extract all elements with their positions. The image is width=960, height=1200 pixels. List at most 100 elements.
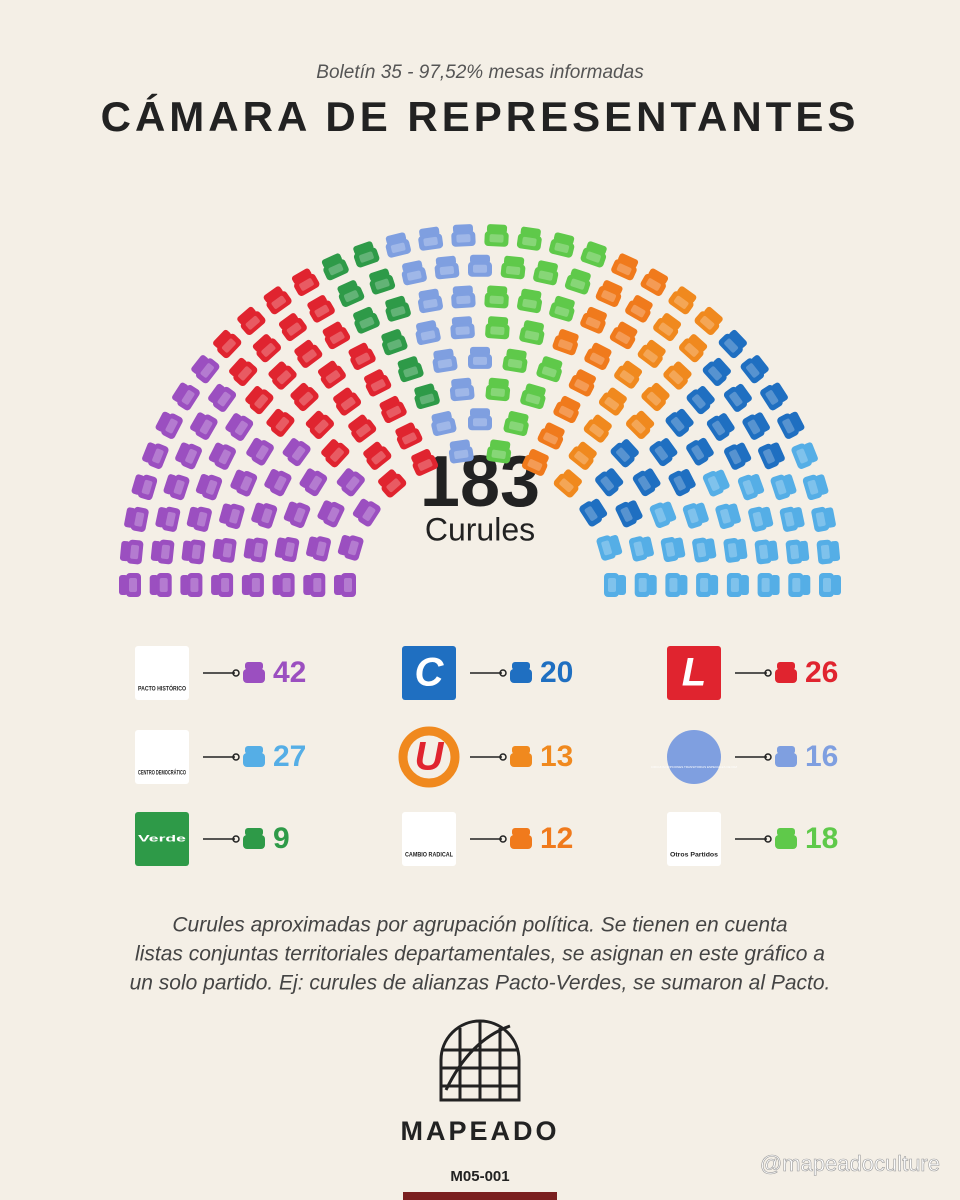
seat-cushion (199, 419, 213, 435)
connector-dot (499, 753, 507, 761)
seat-cushion (724, 338, 739, 353)
seat-cushion (423, 298, 438, 309)
seat-body (338, 286, 365, 307)
seat-back (660, 438, 678, 458)
seat-body (250, 537, 268, 563)
seat-cushion (604, 397, 619, 411)
chair-back (777, 746, 795, 754)
seat-body (187, 573, 203, 597)
seat-body (336, 392, 362, 416)
seat-cushion (284, 542, 295, 557)
party-logo: CIRCUNSCRIPCIONES TRANSITORIAS ESPECIALE… (651, 730, 737, 784)
seat-back (364, 369, 384, 385)
party-seats (521, 253, 669, 476)
seat-cushion (406, 270, 422, 281)
seat-cushion (775, 479, 787, 495)
seat (317, 360, 346, 389)
seat (290, 382, 319, 412)
seat-cushion (419, 393, 435, 405)
logo-bg (135, 812, 189, 866)
seat-body (195, 358, 220, 384)
seat-back (704, 306, 723, 325)
logo-bg (402, 646, 456, 700)
seat (468, 254, 492, 277)
legend-item: Otros Partidos 18 (667, 812, 838, 866)
legend-value: 9 (273, 822, 290, 855)
seat-cushion (700, 578, 709, 592)
seat-body (811, 506, 830, 532)
seat (553, 469, 582, 498)
seat-cushion (417, 459, 433, 471)
seat (649, 438, 678, 467)
seat-body (628, 536, 648, 562)
seat-cushion (538, 270, 554, 281)
seat (584, 342, 612, 370)
seat-body (758, 443, 779, 470)
seat-back (251, 502, 265, 523)
seat-cushion (696, 542, 707, 558)
seat (663, 361, 692, 390)
seat-body (415, 326, 441, 345)
seat (251, 502, 278, 529)
logo-text: Verde (138, 833, 186, 843)
seat (549, 295, 575, 322)
seat-cushion (282, 578, 291, 592)
seat-back (735, 383, 752, 404)
seat-body (549, 239, 575, 258)
seat-body (212, 386, 237, 412)
seat-body (726, 573, 742, 597)
total: 183 (420, 442, 540, 522)
seat-body (777, 413, 799, 439)
seat-cushion (815, 512, 826, 527)
seat (131, 474, 158, 501)
seat (625, 410, 655, 440)
seat-body (484, 292, 509, 309)
seat-body (723, 537, 741, 563)
seat-body (696, 573, 712, 597)
seat-body (665, 573, 681, 597)
seat (336, 468, 365, 497)
legend-value: 13 (540, 740, 573, 773)
seat (503, 411, 529, 437)
seat (791, 442, 818, 469)
seat-cushion (669, 578, 678, 592)
seat (665, 408, 694, 437)
seat-body (634, 573, 650, 597)
seat-body (418, 295, 443, 314)
seat (519, 320, 545, 345)
seat (816, 539, 841, 565)
seat-cushion (456, 295, 471, 305)
seat-body (269, 470, 292, 497)
seat-body (451, 231, 476, 247)
seat (758, 442, 785, 470)
seat (660, 537, 686, 563)
chair-back (512, 746, 530, 754)
seat-cushion (616, 263, 632, 276)
seat (552, 329, 579, 356)
seat-body (266, 291, 292, 315)
seat-back (750, 473, 765, 495)
seat (702, 469, 730, 497)
seat-cushion (559, 478, 574, 493)
party-seats (553, 286, 723, 498)
seat-cushion (234, 420, 248, 436)
seat-cushion (522, 236, 537, 247)
seat-cushion (185, 448, 197, 464)
seat (451, 224, 476, 247)
seat (785, 539, 810, 565)
seat (640, 268, 669, 296)
seat-body (193, 506, 212, 532)
seat (353, 306, 380, 334)
seat-back (321, 439, 339, 458)
logo-text: CAMBIO RADICAL (405, 853, 453, 859)
seat (706, 413, 735, 441)
seat-back (363, 441, 383, 459)
seat (352, 498, 381, 527)
seat-body (450, 323, 475, 340)
seat-back (155, 411, 171, 432)
seat-back (470, 346, 490, 356)
seat-body (579, 501, 602, 527)
seat (337, 280, 365, 307)
seat-body (401, 267, 427, 286)
connector-dot (764, 669, 772, 677)
